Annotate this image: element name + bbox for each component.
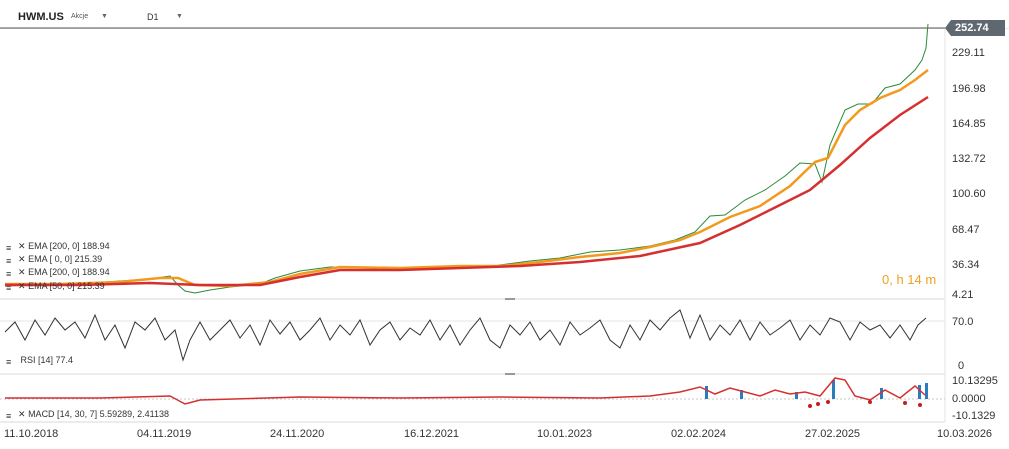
price-axis-label: 36.34 (952, 259, 980, 271)
indicator-legend[interactable]: ≡ ✕ EMA [200, 0] 188.94 (6, 241, 110, 254)
date-axis-label: 24.11.2020 (270, 428, 325, 440)
close-icon[interactable]: ✕ (18, 267, 26, 277)
timeframe-dropdown-icon[interactable]: ▼ (176, 13, 183, 20)
panel-resize-handle (505, 298, 515, 300)
symbol-label[interactable]: HWM.US (18, 11, 64, 23)
panel-resize-handle (505, 373, 515, 375)
indicator-legend[interactable]: ≡ ✕ EMA [50, 0] 215.39 (6, 281, 105, 294)
date-axis-label: 10.03.2026 (937, 428, 993, 440)
close-icon[interactable]: ✕ (18, 241, 26, 251)
rsi-axis-label: 0 (958, 360, 965, 372)
ema-50-line (5, 69, 929, 288)
rsi-line (4, 309, 927, 362)
menu-icon[interactable]: ≡ (6, 269, 12, 280)
price-axis-label: 4.21 (952, 289, 974, 301)
date-axis-label: 16.12.2021 (404, 428, 460, 440)
candle-countdown: 0, h 14 m (882, 272, 937, 287)
last-price-tag: 252.74 (945, 20, 1005, 36)
timeframe-label[interactable]: D1 (147, 12, 159, 22)
price-series (4, 23, 929, 294)
macd-signal (808, 400, 922, 408)
rsi-legend[interactable]: ≡ RSI [14] 77.4 (6, 355, 74, 368)
date-axis-label: 27.02.2025 (805, 428, 861, 440)
close-icon[interactable]: ✕ (18, 409, 26, 419)
menu-icon[interactable]: ≡ (6, 256, 12, 267)
macd-axis-label: -10.1329 (952, 410, 996, 422)
menu-icon[interactable]: ≡ (6, 411, 12, 422)
menu-icon[interactable]: ≡ (6, 357, 12, 368)
date-axis-label: 11.10.2018 (4, 428, 59, 440)
close-icon[interactable]: ✕ (18, 254, 26, 264)
price-axis-label: 132.72 (952, 153, 986, 165)
price-axis-label: 164.85 (952, 118, 986, 130)
symbol-dropdown-icon[interactable]: ▼ (101, 13, 108, 20)
macd-line (5, 377, 926, 405)
indicator-legend[interactable]: ≡ ✕ EMA [200, 0] 188.94 (6, 267, 110, 280)
indicator-legend[interactable]: ≡ ✕ EMA [ 0, 0] 215.39 (6, 254, 103, 267)
date-axis-label: 04.11.2019 (137, 428, 192, 440)
close-icon[interactable]: ✕ (18, 281, 26, 291)
asset-type-label: Akcje (71, 13, 89, 20)
rsi-axis-label: 70.0 (952, 316, 974, 328)
menu-icon[interactable]: ≡ (6, 283, 12, 294)
macd-axis-label: 0.0000 (952, 393, 986, 405)
price-axis-label: 229.11 (952, 47, 985, 59)
price-axis-label: 196.98 (952, 83, 986, 95)
ema-200-line (5, 95, 929, 287)
price-axis-label: 100.60 (952, 188, 986, 200)
price-axis-label: 68.47 (952, 224, 980, 236)
date-axis-label: 10.01.2023 (537, 428, 593, 440)
macd-axis-label: 10.13295 (952, 375, 998, 387)
date-axis-label: 02.02.2024 (671, 428, 727, 440)
menu-icon[interactable]: ≡ (6, 243, 12, 254)
macd-legend[interactable]: ≡ ✕ MACD [14, 30, 7] 5.59289, 2.41138 (6, 409, 170, 422)
macd-histogram (705, 380, 928, 399)
